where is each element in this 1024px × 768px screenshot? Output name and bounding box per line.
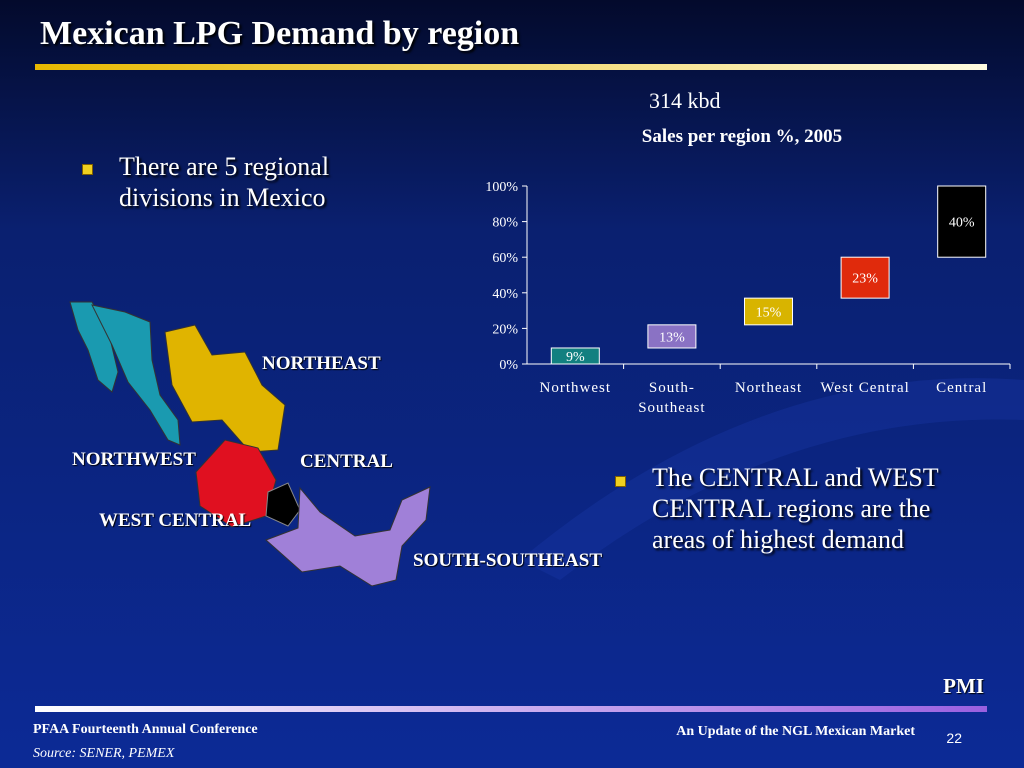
page-number: 22	[946, 730, 962, 746]
title-rule	[35, 64, 987, 70]
chart: 0% 20% 40% 60% 80% 100% 9% 13% 15% 23% 40%	[485, 180, 1011, 373]
bullet-marker	[615, 476, 626, 487]
map-northwest	[91, 304, 181, 446]
bar	[744, 297, 793, 326]
swoosh	[520, 378, 1024, 580]
x-tick-label: West Central	[820, 380, 910, 396]
data-label: 13%	[659, 330, 685, 345]
y-tick-label: 0%	[499, 358, 518, 373]
x-tick-label: Northeast	[734, 380, 803, 396]
map-label: NORTHEAST	[262, 353, 381, 374]
y-tick-label: 60%	[492, 251, 518, 266]
map-label: SOUTH-SOUTHEAST	[413, 550, 602, 571]
chart-annotation: 314 kbd	[649, 88, 721, 113]
map-central	[265, 482, 301, 527]
x-tick-label: Northwest	[539, 380, 612, 396]
data-label: 9%	[566, 350, 585, 365]
brand: PMI	[943, 674, 984, 698]
map-northeast	[164, 324, 286, 453]
map-label: WEST CENTRAL	[99, 510, 251, 531]
footer-rule	[35, 706, 987, 712]
x-tick-label: South-Southeast	[638, 380, 706, 416]
bar	[647, 324, 697, 349]
footer-conference: PFAA Fourteenth Annual Conference	[33, 722, 258, 737]
slide-title: Mexican LPG Demand by region	[40, 15, 519, 52]
y-tick-label: 40%	[492, 287, 518, 302]
chart-title: Sales per region %, 2005	[642, 126, 842, 147]
bar	[937, 185, 987, 258]
bullet-text: There are 5 regional divisions in Mexico	[119, 152, 330, 212]
x-tick-label: Central	[936, 380, 988, 396]
footer-source: Source: SENER, PEMEX	[33, 746, 175, 761]
data-label: 15%	[756, 305, 782, 320]
data-label: 23%	[852, 272, 878, 287]
map-label: CENTRAL	[300, 451, 393, 472]
data-label: 40%	[949, 216, 975, 231]
map-south-southeast	[265, 486, 431, 587]
y-tick-label: 20%	[492, 322, 518, 337]
map	[69, 301, 431, 587]
footer-subtitle: An Update of the NGL Mexican Market	[676, 724, 915, 739]
y-tick-label: 80%	[492, 216, 518, 231]
bullet-text: The CENTRAL and WEST CENTRAL regions are…	[652, 463, 939, 554]
bar	[840, 256, 890, 299]
y-tick-label: 100%	[485, 180, 518, 195]
bullet-marker	[82, 164, 93, 175]
map-label: NORTHWEST	[72, 449, 196, 470]
bar	[550, 347, 600, 365]
